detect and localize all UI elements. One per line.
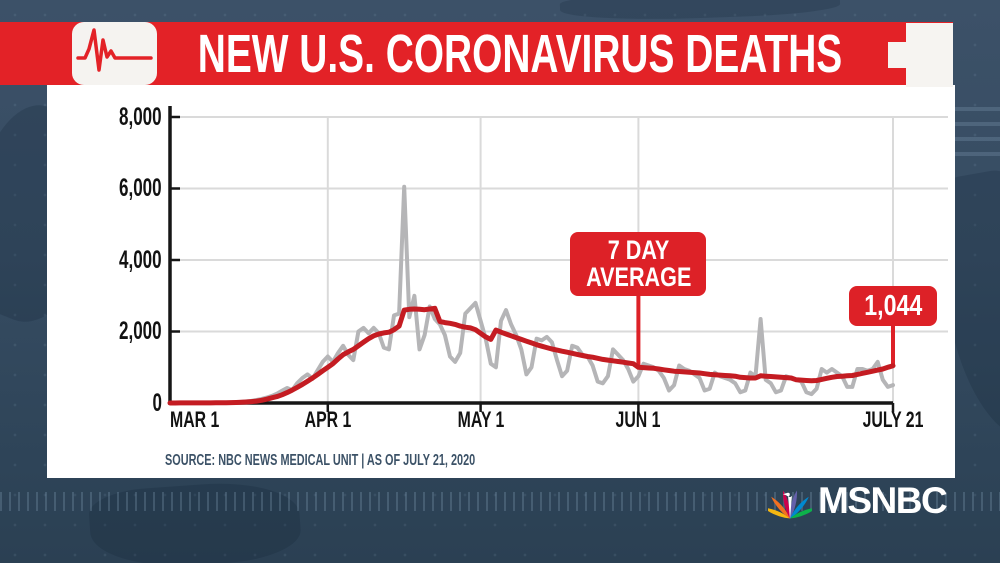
- source-attribution: SOURCE: NBC NEWS MEDICAL UNIT | AS OF JU…: [165, 452, 476, 469]
- heartbeat-monitor-icon: [72, 22, 157, 85]
- callout-latest-value-text: 1,044: [863, 289, 923, 322]
- x-axis-tick-label: MAR 1: [170, 407, 220, 432]
- x-axis-tick-label: MAY 1: [457, 407, 504, 432]
- msnbc-wordmark: MSNBC: [818, 480, 948, 521]
- nbc-peacock-icon: [768, 490, 812, 520]
- medical-cross-icon: [888, 42, 953, 68]
- callout-7-day-average: 7 DAY AVERAGE: [570, 232, 707, 296]
- y-axis-tick-label: 4,000: [119, 245, 162, 274]
- y-axis-tick-label: 0: [152, 388, 162, 417]
- header-bar: NEW U.S. CORONAVIRUS DEATHS: [0, 22, 953, 85]
- ekg-line-icon: [76, 28, 153, 72]
- y-axis-tick-label: 6,000: [119, 174, 162, 202]
- callout-7-day-average-line1: 7 DAY: [607, 235, 670, 265]
- y-axis-tick-label: 8,000: [119, 102, 162, 131]
- background-dash-pattern: [954, 98, 1000, 156]
- x-axis-tick-label: APR 1: [304, 407, 352, 432]
- background-ruler-pattern: [0, 492, 1000, 511]
- x-axis-tick-label: JULY 21: [862, 407, 924, 432]
- x-axis-tick-label: JUN 1: [615, 407, 661, 432]
- y-axis-tick-label: 2,000: [119, 317, 162, 345]
- msnbc-logo: MSNBC: [768, 480, 948, 522]
- callout-latest-value: 1,044: [849, 286, 937, 326]
- callout-7-day-average-line2: AVERAGE: [585, 262, 692, 292]
